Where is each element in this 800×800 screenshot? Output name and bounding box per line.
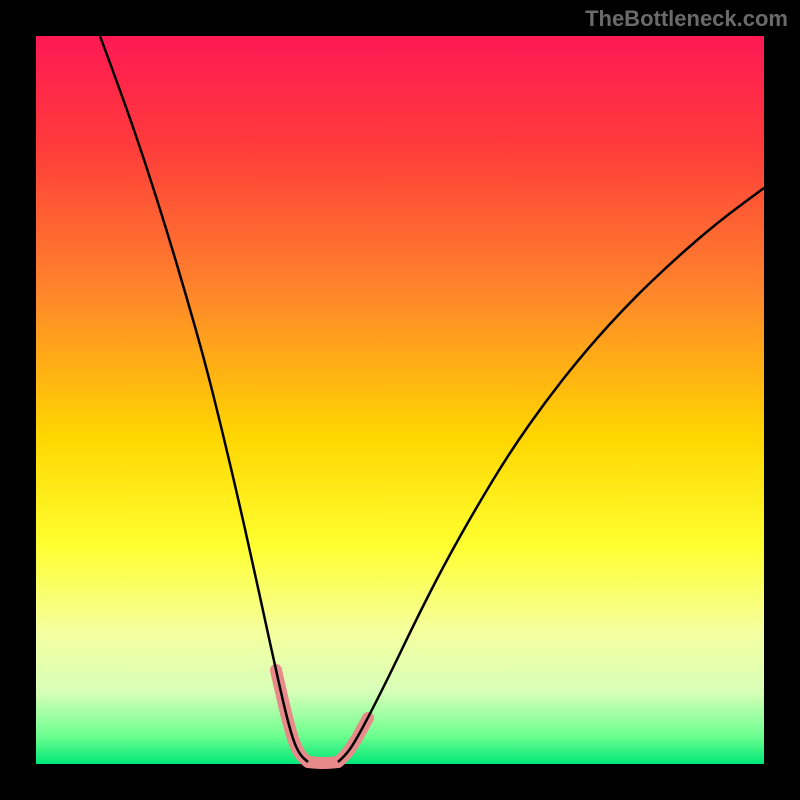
chart-svg — [0, 0, 800, 800]
chart-container: TheBottleneck.com — [0, 0, 800, 800]
watermark-text: TheBottleneck.com — [585, 6, 788, 32]
